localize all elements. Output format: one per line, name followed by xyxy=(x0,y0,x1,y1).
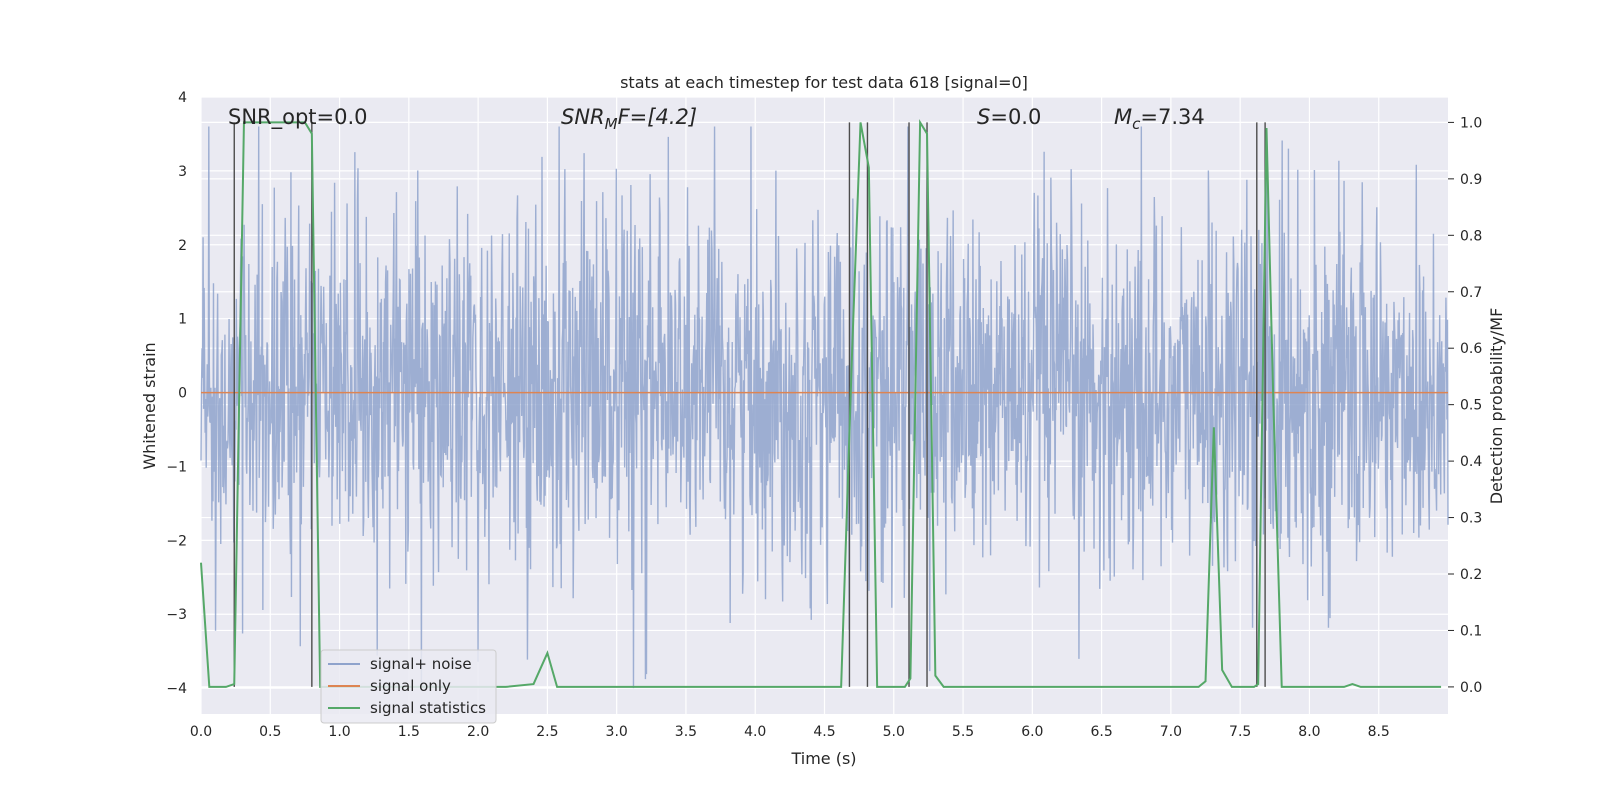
x-tick-label: 0.5 xyxy=(259,724,281,740)
legend: signal+ noise signal only signal statist… xyxy=(320,649,497,724)
y-right-tick-labels: 1.0 0.9 0.8 0.7 0.6 0.5 0.4 0.3 0.2 0.1 0.0 xyxy=(1460,115,1482,696)
chart-title: stats at each timestep for test data 618… xyxy=(620,73,1028,92)
x-axis-label: Time (s) xyxy=(790,749,856,768)
y-left-axis-label: Whitened strain xyxy=(140,342,159,469)
x-tick-label: 1.0 xyxy=(328,724,350,740)
series-signal-statistics xyxy=(200,118,1442,688)
x-tick-label: 3.5 xyxy=(675,724,697,740)
x-tick-label: 8.5 xyxy=(1368,724,1390,740)
y-right-tick-label: 1.0 xyxy=(1460,115,1482,131)
y-left-tick-label: 3 xyxy=(178,164,187,180)
y-left-tick-labels: 4 3 2 1 0 −1 −2 −3 −4 xyxy=(166,90,187,697)
x-tick-label: 5.5 xyxy=(952,724,974,740)
y-right-tick-label: 0.5 xyxy=(1460,398,1482,414)
x-tick-label: 4.5 xyxy=(813,724,835,740)
x-tick-label: 2.5 xyxy=(536,724,558,740)
legend-label-signal-noise: signal+ noise xyxy=(370,655,472,673)
y-right-tick-label: 0.4 xyxy=(1460,454,1482,470)
y-left-tick-label: −1 xyxy=(166,459,187,475)
y-left-tick-label: 4 xyxy=(178,90,187,106)
y-left-tick-label: −4 xyxy=(166,681,187,697)
x-tick-label: 7.0 xyxy=(1160,724,1182,740)
x-tick-labels: 0.0 0.5 1.0 1.5 2.0 2.5 3.0 3.5 4.0 4.5 5.0 5.5 6.0 6… xyxy=(190,724,1390,740)
y-left-tick-label: 2 xyxy=(178,238,187,254)
y-right-tick-label: 0.3 xyxy=(1460,511,1482,527)
x-tick-label: 3.0 xyxy=(606,724,628,740)
y-right-tick-label: 0.7 xyxy=(1460,285,1482,301)
x-tick-label: 4.0 xyxy=(744,724,766,740)
y-left-tick-label: −3 xyxy=(166,607,187,623)
x-tick-label: 7.5 xyxy=(1229,724,1251,740)
legend-label-signal-statistics: signal statistics xyxy=(370,699,486,717)
x-tick-label: 6.0 xyxy=(1021,724,1043,740)
x-tick-label: 0.0 xyxy=(190,724,212,740)
annotation-snr-mf: SNRMF=[4.2] xyxy=(561,105,697,133)
annotation-s: S=0.0 xyxy=(977,105,1041,129)
annotation-snr-opt: SNR_opt=0.0 xyxy=(228,105,368,130)
x-tick-label: 5.0 xyxy=(883,724,905,740)
x-tick-label: 6.5 xyxy=(1090,724,1112,740)
y-right-tick-label: 0.6 xyxy=(1460,341,1482,357)
y-right-tick-label: 0.9 xyxy=(1460,172,1482,188)
y-right-tick-label: 0.8 xyxy=(1460,228,1482,244)
y-right-tick-label: 0.2 xyxy=(1460,567,1482,583)
series-signal-noise xyxy=(200,126,1449,689)
legend-label-signal-only: signal only xyxy=(370,677,451,695)
y-right-tick-label: 0.1 xyxy=(1460,623,1482,639)
x-tick-label: 8.0 xyxy=(1298,724,1320,740)
y-right-axis-label: Detection probability/MF xyxy=(1487,308,1506,505)
legend-box xyxy=(320,649,497,724)
y-left-tick-label: 0 xyxy=(178,386,187,402)
y-left-tick-label: 1 xyxy=(178,312,187,328)
x-tick-label: 2.0 xyxy=(467,724,489,740)
y-left-tick-label: −2 xyxy=(166,533,187,549)
y-right-tick-label: 0.0 xyxy=(1460,680,1482,696)
annotation-mc: Mc=7.34 xyxy=(1114,105,1205,133)
x-tick-label: 1.5 xyxy=(398,724,420,740)
